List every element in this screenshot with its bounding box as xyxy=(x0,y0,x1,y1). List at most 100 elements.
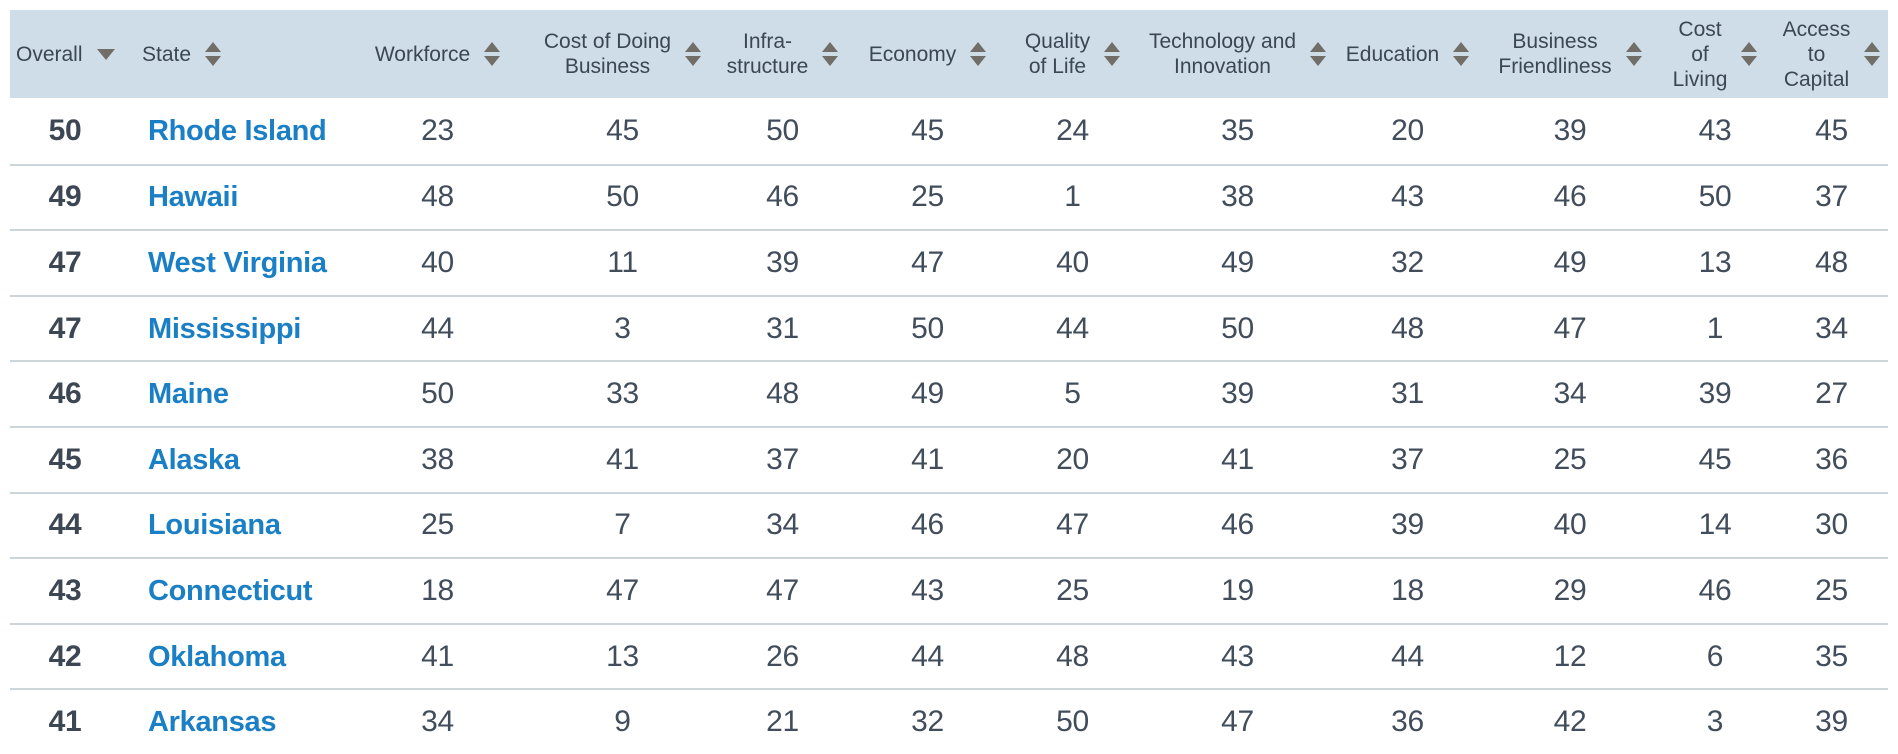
metric-value-technology-and-innovation: 35 xyxy=(1221,113,1254,147)
sort-up-arrow-icon xyxy=(205,42,222,52)
metric-value-business-friendliness: 40 xyxy=(1553,508,1587,542)
metric-value-access-to-capital: 25 xyxy=(1815,573,1848,607)
metric-value-technology-and-innovation: 39 xyxy=(1221,377,1254,411)
column-header-cost-of-doing-business[interactable]: Cost of Doing Business xyxy=(535,10,710,98)
sort-down-arrow-icon xyxy=(970,56,987,66)
column-header-access-to-capital[interactable]: Access to Capital xyxy=(1775,10,1888,98)
state-cell: Louisiana xyxy=(120,508,340,542)
column-header-cost-of-living[interactable]: Cost of Living xyxy=(1655,10,1775,98)
state-link[interactable]: West Virginia xyxy=(148,246,327,279)
metric-value-infrastructure: 34 xyxy=(766,508,799,542)
overall-rank: 47 xyxy=(48,311,82,345)
column-header-overall[interactable]: Overall xyxy=(10,10,120,98)
states-ranking-table: Overall State Workforce Cost of Doing Busine… xyxy=(10,10,1888,754)
state-link[interactable]: Connecticut xyxy=(148,574,313,607)
state-link[interactable]: Alaska xyxy=(148,443,240,476)
overall-rank: 44 xyxy=(48,508,82,542)
state-link[interactable]: Arkansas xyxy=(148,706,277,739)
state-link[interactable]: Rhode Island xyxy=(148,114,327,147)
metric-value-business-friendliness: 34 xyxy=(1553,377,1587,411)
metric-value-infrastructure: 46 xyxy=(766,180,799,214)
column-header-workforce[interactable]: Workforce xyxy=(340,10,535,98)
metric-value-cost-of-doing-business: 9 xyxy=(614,705,631,739)
metric-value-workforce: 18 xyxy=(421,573,454,607)
table-row: 43 Connecticut 18 47 47 43 25 19 18 29 46 25 xyxy=(10,557,1888,623)
column-label: Infra-structure xyxy=(726,30,809,78)
metric-value-cost-of-living: 13 xyxy=(1698,245,1732,279)
state-cell: Maine xyxy=(120,377,340,411)
metric-value-workforce: 41 xyxy=(421,639,454,673)
table-row: 50 Rhode Island 23 45 50 45 24 35 20 39 43 45 xyxy=(10,98,1888,164)
table-row: 47 Mississippi 44 3 31 50 44 50 48 47 1 34 xyxy=(10,294,1888,361)
metric-value-access-to-capital: 39 xyxy=(1815,705,1848,739)
metric-value-technology-and-innovation: 38 xyxy=(1221,180,1254,214)
sort-down-arrow-icon xyxy=(1453,56,1470,66)
state-link[interactable]: Maine xyxy=(148,378,229,411)
metric-value-economy: 46 xyxy=(911,508,944,542)
column-header-quality-of-life[interactable]: Quality of Life xyxy=(1000,10,1145,98)
metric-value-workforce: 38 xyxy=(421,442,454,476)
sort-toggle-icon xyxy=(1864,42,1881,66)
metric-value-business-friendliness: 49 xyxy=(1553,245,1587,279)
metric-value-economy: 45 xyxy=(911,113,944,147)
state-cell: Alaska xyxy=(120,443,340,477)
table-row: 44 Louisiana 25 7 34 46 47 46 39 40 14 30 xyxy=(10,491,1888,558)
state-link[interactable]: Mississippi xyxy=(148,312,302,345)
metric-value-education: 32 xyxy=(1391,245,1424,279)
metric-value-education: 31 xyxy=(1391,377,1424,411)
metric-value-technology-and-innovation: 41 xyxy=(1221,442,1254,476)
sort-up-arrow-icon xyxy=(484,42,501,52)
sort-up-arrow-icon xyxy=(822,42,839,52)
column-header-business-friendliness[interactable]: Business Friendliness xyxy=(1485,10,1655,98)
column-label: Overall xyxy=(16,42,83,66)
metric-value-access-to-capital: 45 xyxy=(1815,113,1848,147)
metric-value-cost-of-doing-business: 13 xyxy=(606,639,639,673)
metric-value-business-friendliness: 46 xyxy=(1553,180,1587,214)
state-cell: Hawaii xyxy=(120,180,340,214)
metric-value-education: 36 xyxy=(1391,705,1424,739)
metric-value-education: 39 xyxy=(1391,508,1424,542)
overall-rank: 50 xyxy=(48,113,82,147)
table-row: 49 Hawaii 48 50 46 25 1 38 43 46 50 37 xyxy=(10,163,1888,230)
state-link[interactable]: Hawaii xyxy=(148,181,239,214)
metric-value-infrastructure: 31 xyxy=(766,311,799,345)
column-label: Education xyxy=(1345,42,1440,66)
metric-value-infrastructure: 47 xyxy=(766,573,799,607)
metric-value-access-to-capital: 34 xyxy=(1815,311,1848,345)
metric-value-quality-of-life: 50 xyxy=(1056,705,1089,739)
column-header-infrastructure[interactable]: Infra-structure xyxy=(710,10,855,98)
column-header-state[interactable]: State xyxy=(120,10,340,98)
metric-value-business-friendliness: 29 xyxy=(1553,573,1587,607)
table-row: 46 Maine 50 33 48 49 5 39 31 34 39 27 xyxy=(10,360,1888,426)
metric-value-business-friendliness: 47 xyxy=(1553,311,1587,345)
state-link[interactable]: Oklahoma xyxy=(148,640,286,673)
sort-up-arrow-icon xyxy=(970,42,987,52)
metric-value-quality-of-life: 24 xyxy=(1056,113,1089,147)
overall-rank: 42 xyxy=(48,639,82,673)
column-label: Cost of Doing Business xyxy=(543,30,672,78)
overall-rank: 46 xyxy=(48,377,82,411)
metric-value-cost-of-living: 45 xyxy=(1698,442,1732,476)
column-label: Technology and Innovation xyxy=(1148,30,1297,78)
column-label: Business Friendliness xyxy=(1498,30,1612,78)
metric-value-cost-of-living: 1 xyxy=(1706,311,1724,345)
metric-value-cost-of-living: 50 xyxy=(1698,180,1732,214)
table-row: 47 West Virginia 40 11 39 47 40 49 32 49 13 48 xyxy=(10,229,1888,295)
metric-value-access-to-capital: 36 xyxy=(1815,442,1848,476)
column-header-education[interactable]: Education xyxy=(1330,10,1485,98)
metric-value-quality-of-life: 44 xyxy=(1056,311,1089,345)
column-header-technology-and-innovation[interactable]: Technology and Innovation xyxy=(1145,10,1330,98)
sort-toggle-icon xyxy=(685,42,702,66)
sort-down-arrow-icon xyxy=(1310,56,1327,66)
state-link[interactable]: Louisiana xyxy=(148,509,281,542)
metric-value-access-to-capital: 27 xyxy=(1815,377,1848,411)
metric-value-quality-of-life: 20 xyxy=(1056,442,1089,476)
column-header-economy[interactable]: Economy xyxy=(855,10,1000,98)
metric-value-quality-of-life: 47 xyxy=(1056,508,1089,542)
table-row: 45 Alaska 38 41 37 41 20 41 37 25 45 36 xyxy=(10,425,1888,492)
metric-value-cost-of-doing-business: 7 xyxy=(614,508,631,542)
metric-value-technology-and-innovation: 46 xyxy=(1221,508,1254,542)
metric-value-cost-of-living: 6 xyxy=(1706,639,1724,673)
metric-value-technology-and-innovation: 50 xyxy=(1221,311,1254,345)
sort-toggle-icon xyxy=(822,42,839,66)
